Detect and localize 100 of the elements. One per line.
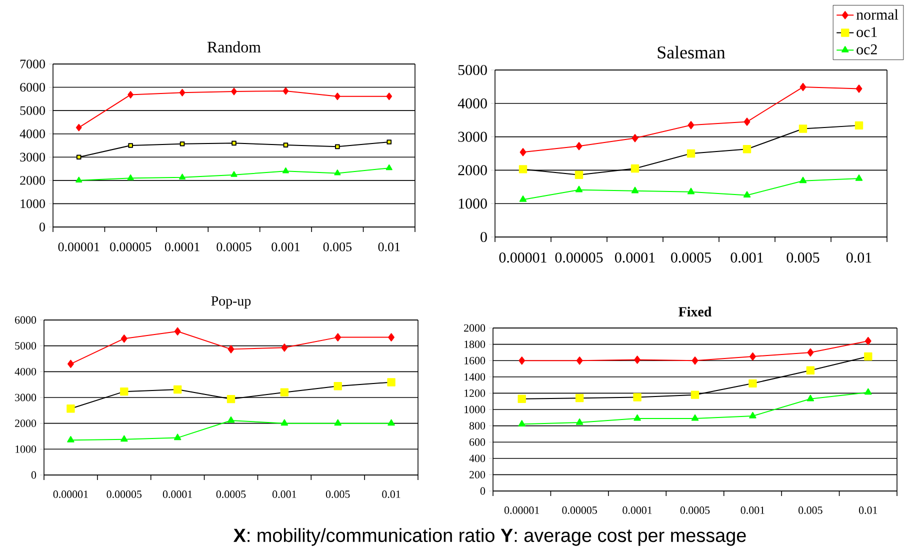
point [230, 171, 238, 177]
x-tick-label: 0.00005 [562, 506, 597, 514]
y-tick-label: 6000 [20, 82, 45, 92]
point [76, 124, 82, 132]
point [687, 188, 695, 194]
point [806, 366, 815, 374]
point [686, 149, 696, 158]
point [173, 385, 182, 394]
y-tick-label: 5000 [458, 64, 487, 76]
point [388, 419, 395, 426]
y-tick-label: 7000 [20, 60, 45, 68]
x-tick-label: 0.005 [326, 490, 350, 498]
x-tick-label: 0.0005 [680, 506, 710, 514]
x-tick-label: 0.0001 [622, 506, 652, 514]
x-tick-label: 0.005 [798, 506, 822, 514]
point [864, 336, 872, 346]
point [280, 388, 289, 396]
y-tick-label: 3000 [15, 394, 36, 402]
y-tick-label: 3000 [20, 152, 45, 162]
point [520, 148, 526, 156]
y-tick-label: 1200 [464, 390, 486, 397]
point [280, 419, 288, 426]
x-tick-label: 0.01 [858, 506, 878, 514]
point [691, 414, 699, 421]
point [120, 435, 128, 442]
y-tick-label: 1000 [464, 406, 486, 414]
y-tick-label: 5000 [20, 106, 45, 115]
y-tick-label: 800 [469, 422, 486, 430]
y-tick-label: 4000 [14, 368, 36, 376]
y-tick-label: 4000 [458, 98, 487, 108]
point [388, 333, 394, 342]
y-tick-label: 2000 [458, 165, 487, 176]
chart-title: Salesman [658, 46, 726, 58]
point [806, 394, 814, 402]
y-tick-label: 1000 [20, 199, 45, 208]
y-tick-label: 0 [480, 232, 487, 242]
point [282, 87, 289, 95]
point [68, 360, 74, 368]
point [575, 394, 584, 402]
y-tick-label: 0 [40, 222, 45, 232]
point [282, 167, 289, 174]
x-tick-label: 0.001 [730, 252, 763, 263]
point [66, 404, 75, 413]
y-tick-label: 0 [31, 471, 36, 479]
x-tick-label: 0.00001 [53, 490, 88, 498]
point [226, 394, 236, 404]
point [174, 327, 181, 336]
point [518, 394, 526, 404]
y-tick-label: 3000 [458, 132, 487, 142]
point [742, 145, 752, 154]
point [231, 88, 237, 96]
point [748, 379, 757, 388]
point [281, 344, 288, 352]
point [799, 176, 807, 184]
x-tick-label: 0.00001 [58, 242, 100, 252]
x-tick-label: 0.001 [272, 490, 296, 498]
point [634, 356, 640, 364]
point [120, 334, 128, 343]
point [334, 170, 341, 176]
point [692, 356, 698, 365]
x-tick-label: 0.01 [382, 490, 400, 498]
point [518, 165, 528, 174]
point [743, 191, 751, 198]
point [864, 388, 872, 395]
point [67, 436, 74, 442]
point [632, 134, 638, 142]
y-tick-label: 1000 [16, 445, 36, 453]
x-tick-label: 0.0001 [164, 242, 200, 252]
point [807, 348, 814, 357]
y-tick-label: 6000 [15, 316, 36, 324]
point [634, 414, 641, 421]
point [179, 174, 186, 180]
y-tick-label: 600 [470, 438, 486, 446]
point [76, 154, 82, 160]
x-tick-label: 0.00001 [499, 252, 546, 263]
point [334, 333, 342, 342]
legend-label: oc2 [856, 44, 877, 54]
x-tick-label: 0.0005 [216, 490, 246, 498]
y-tick-label: 2000 [20, 176, 45, 185]
point [688, 121, 694, 130]
x-tick-label: 0.0005 [671, 252, 711, 263]
y-tick-label: 1600 [464, 356, 486, 364]
point [630, 164, 640, 173]
point [174, 434, 182, 440]
point [518, 356, 526, 365]
point [519, 195, 527, 202]
point [631, 186, 639, 194]
point [334, 419, 342, 426]
text: X: mobility/communication ratio Y: average cost per message [233, 528, 746, 546]
x-tick-label: 0.00005 [110, 242, 152, 252]
point [386, 164, 392, 170]
point [856, 84, 862, 93]
legend-label: normal [856, 9, 898, 20]
point [179, 88, 186, 96]
point [128, 91, 134, 98]
point [633, 393, 642, 402]
point [800, 82, 806, 92]
point [576, 418, 584, 425]
point [334, 382, 342, 390]
legend-label: oc1 [856, 27, 877, 38]
